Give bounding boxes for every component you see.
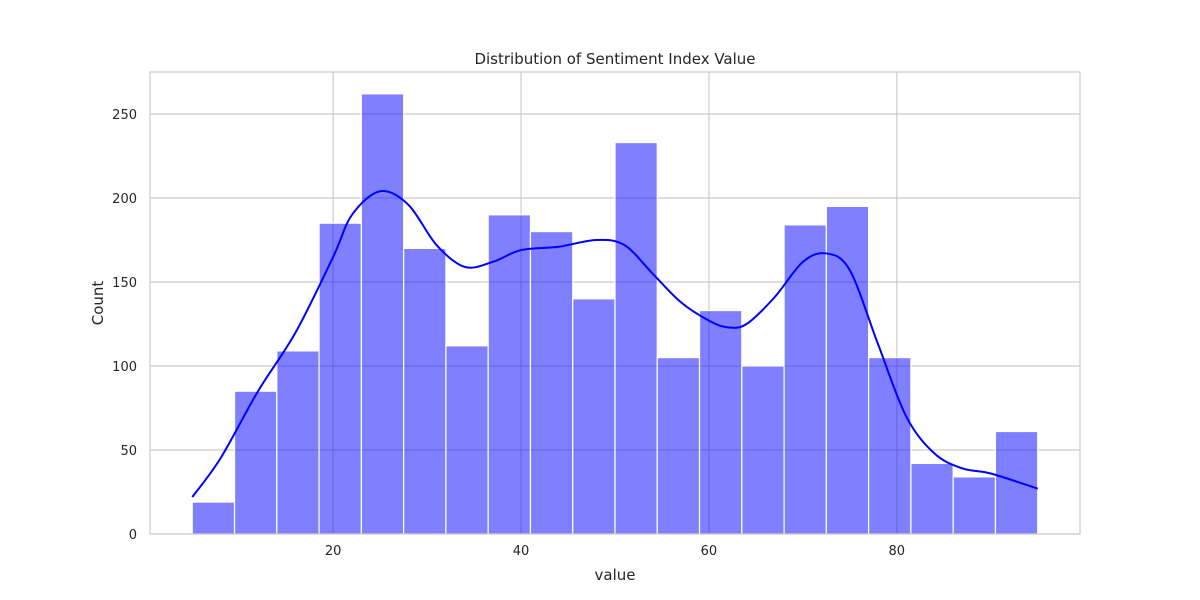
histogram-bar bbox=[868, 357, 912, 535]
histogram-bar bbox=[445, 345, 489, 535]
histogram-bar bbox=[529, 231, 574, 535]
x-axis-label: value bbox=[595, 566, 636, 584]
y-tick-label: 0 bbox=[129, 528, 137, 543]
histogram-bar bbox=[360, 93, 405, 535]
y-tick-label: 150 bbox=[112, 276, 137, 291]
x-tick-label: 20 bbox=[325, 544, 342, 559]
histogram-bar bbox=[614, 141, 658, 535]
y-tick-label: 50 bbox=[120, 444, 137, 459]
histogram-bar bbox=[994, 430, 1039, 535]
histogram-bar bbox=[318, 222, 362, 535]
y-tick-label: 100 bbox=[112, 360, 137, 375]
histogram-bar bbox=[741, 365, 785, 535]
histogram-bar bbox=[487, 214, 532, 535]
kde-line bbox=[191, 190, 1039, 498]
histogram-bars bbox=[191, 93, 1039, 535]
x-tick-label: 80 bbox=[889, 544, 906, 559]
x-tick-label: 60 bbox=[701, 544, 718, 559]
y-tick-label: 250 bbox=[112, 108, 137, 123]
histogram-bar bbox=[952, 476, 997, 535]
histogram-bar bbox=[783, 224, 827, 535]
y-tick-label: 200 bbox=[112, 192, 137, 207]
plot-frame bbox=[149, 71, 1081, 535]
histogram-bar bbox=[276, 350, 320, 535]
histogram-bar bbox=[698, 309, 743, 535]
histogram-bar bbox=[572, 298, 616, 535]
histogram-bar bbox=[233, 390, 278, 535]
histogram-bar bbox=[656, 357, 701, 535]
x-tick-labels: 20 40 60 80 bbox=[325, 544, 905, 559]
histogram-bar bbox=[403, 247, 447, 535]
histogram-bar bbox=[191, 501, 236, 535]
y-tick-labels: 0 50 100 150 200 250 bbox=[112, 108, 137, 543]
x-tick-label: 40 bbox=[513, 544, 530, 559]
chart-title: Distribution of Sentiment Index Value bbox=[474, 50, 755, 68]
histogram-bar bbox=[910, 462, 954, 535]
y-axis-label: Count bbox=[89, 281, 107, 326]
